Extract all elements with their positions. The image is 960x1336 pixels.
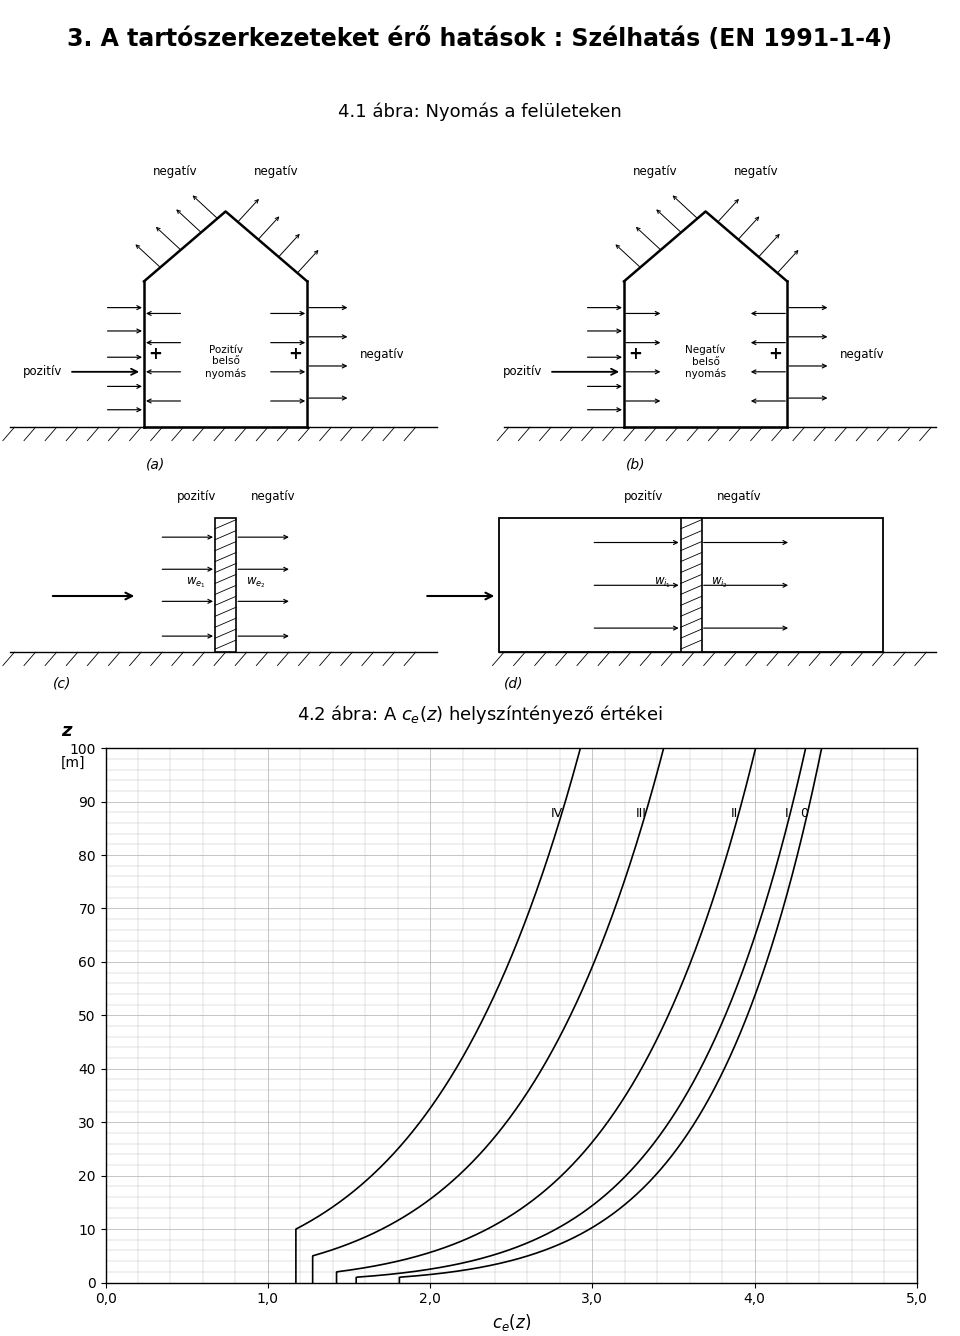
Text: negatív: negatív — [733, 166, 779, 178]
Text: III: III — [636, 807, 647, 820]
Text: negatív: negatív — [360, 347, 404, 361]
Text: $w_{i_1}$: $w_{i_1}$ — [654, 576, 671, 591]
Text: +: + — [149, 345, 162, 363]
Text: 4.2 ábra: A $c_e(z)$ helyszíntényező értékei: 4.2 ábra: A $c_e(z)$ helyszíntényező ért… — [298, 703, 662, 727]
Text: 0: 0 — [800, 807, 808, 820]
Text: Pozitív
belső
nyomás: Pozitív belső nyomás — [205, 345, 246, 378]
Text: IV: IV — [551, 807, 564, 820]
Text: $w_{e_2}$: $w_{e_2}$ — [246, 576, 266, 591]
Text: +: + — [769, 345, 782, 363]
Text: pozitív: pozitív — [23, 365, 62, 378]
Text: negatív: negatív — [153, 166, 198, 178]
Text: (d): (d) — [504, 676, 523, 691]
Text: z: z — [61, 723, 71, 740]
Text: pozitív: pozitív — [177, 490, 217, 504]
Bar — [499, 518, 883, 652]
Text: $w_{e_1}$: $w_{e_1}$ — [185, 576, 205, 591]
Text: pozitív: pozitív — [623, 490, 663, 504]
Text: (a): (a) — [146, 458, 165, 472]
Text: (b): (b) — [626, 458, 645, 472]
Text: pozitív: pozitív — [503, 365, 542, 378]
Text: I: I — [784, 807, 788, 820]
Text: 3. A tartószerkezeteket érő hatások : Szélhatás (EN 1991-1-4): 3. A tartószerkezeteket érő hatások : Sz… — [67, 27, 893, 51]
Text: II: II — [731, 807, 738, 820]
Text: negatív: negatív — [252, 490, 296, 504]
Text: $w_{i_2}$: $w_{i_2}$ — [711, 576, 729, 591]
Text: Negatív
belső
nyomás: Negatív belső nyomás — [685, 345, 726, 378]
Text: [m]: [m] — [61, 756, 85, 770]
Text: negatív: negatív — [633, 166, 678, 178]
Text: negatív: negatív — [253, 166, 299, 178]
Bar — [681, 518, 702, 652]
Text: +: + — [289, 345, 302, 363]
Text: +: + — [629, 345, 642, 363]
Text: (c): (c) — [53, 676, 72, 691]
X-axis label: $c_e(z)$: $c_e(z)$ — [492, 1312, 531, 1333]
Text: 4.1 ábra: Nyomás a felületeken: 4.1 ábra: Nyomás a felületeken — [338, 102, 622, 120]
Bar — [215, 518, 236, 652]
Text: negatív: negatív — [840, 347, 884, 361]
Text: negatív: negatív — [717, 490, 761, 504]
